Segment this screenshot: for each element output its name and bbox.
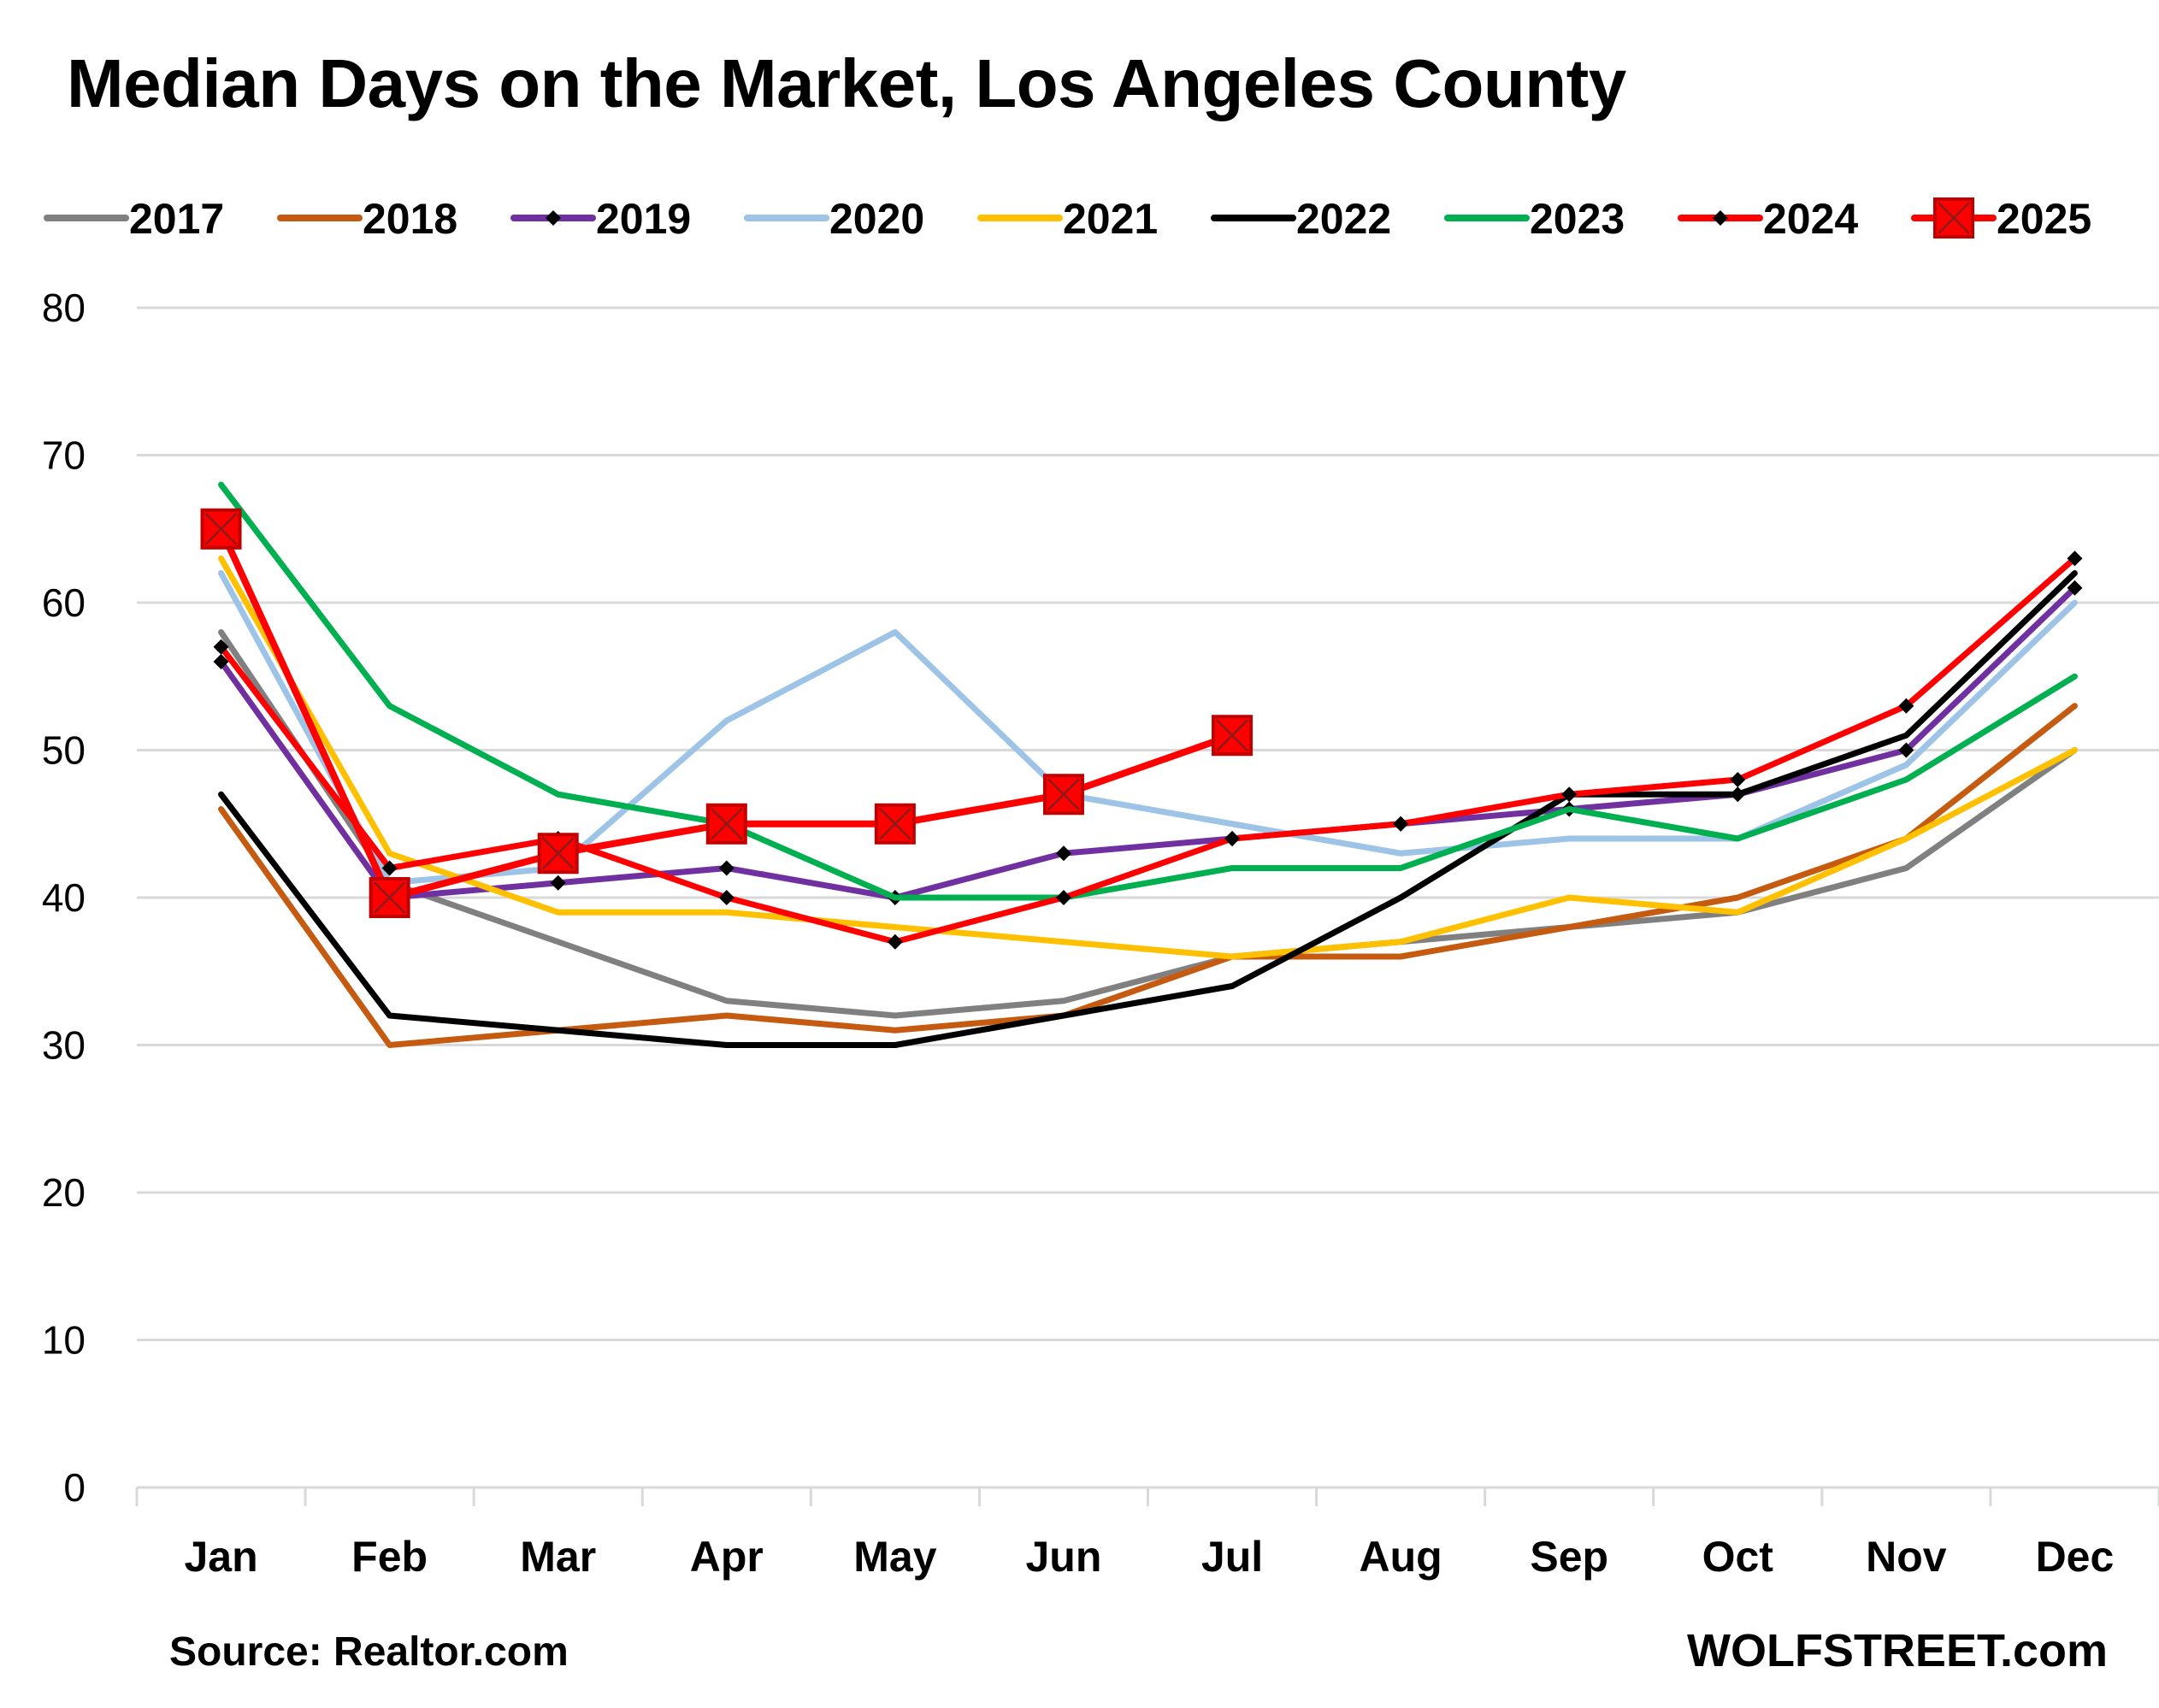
- data-point: [537, 833, 579, 875]
- x-mark: [1047, 778, 1080, 811]
- data-point: [200, 508, 242, 550]
- legend-item-2017: 2017: [44, 195, 224, 243]
- y-tick-label: 50: [42, 728, 86, 773]
- legend-item-2025: 2025: [1911, 195, 2091, 243]
- series-2025: [200, 508, 1254, 918]
- data-point: [381, 860, 398, 876]
- series-line-2022: [218, 570, 2078, 1048]
- series-2018: [218, 703, 2078, 1048]
- x-tick-label: Apr: [690, 1533, 764, 1581]
- legend: 2017 2018 2019 2020 2021 2022 2023 2024 2025: [44, 195, 2091, 243]
- data-point: [705, 803, 747, 845]
- legend-item-2022: 2022: [1211, 195, 1391, 243]
- x-tick-label: Aug: [1360, 1533, 1442, 1581]
- data-point: [369, 877, 410, 918]
- data-point: [2067, 580, 2083, 596]
- series-2019: [213, 580, 2083, 905]
- x-tick-label: Mar: [520, 1533, 596, 1581]
- series-2017: [218, 629, 2078, 1019]
- data-point: [1393, 816, 1409, 832]
- data-point: [1224, 831, 1241, 846]
- x-tick-label: Jan: [184, 1533, 257, 1581]
- data-point: [1055, 890, 1071, 905]
- x-mark: [1216, 719, 1248, 752]
- x-tick-label: May: [853, 1533, 936, 1581]
- legend-label: 2019: [596, 195, 691, 243]
- legend-item-2020: 2020: [744, 195, 924, 243]
- x-mark: [373, 881, 406, 914]
- data-point: [1212, 715, 1254, 757]
- x-mark: [204, 512, 238, 545]
- series-2020: [218, 570, 2078, 886]
- x-mark: [541, 837, 575, 870]
- legend-marker: [1713, 210, 1728, 226]
- data-point: [1055, 845, 1071, 862]
- data-point: [718, 890, 734, 905]
- y-tick-label: 80: [42, 286, 86, 330]
- y-tick-label: 0: [63, 1465, 86, 1510]
- legend-item-2018: 2018: [277, 195, 457, 243]
- data-point: [1898, 698, 1914, 714]
- y-tick-label: 30: [42, 1023, 86, 1068]
- data-point: [213, 654, 229, 669]
- data-point: [213, 639, 229, 655]
- data-point: [1042, 774, 1084, 816]
- data-point: [550, 875, 566, 891]
- y-tick-label: 20: [42, 1170, 86, 1215]
- data-point: [887, 934, 903, 950]
- legend-item-2024: 2024: [1678, 195, 1858, 243]
- data-point: [718, 860, 734, 876]
- site-credit: WOLFSTREET.com: [1686, 1625, 2108, 1676]
- legend-item-2021: 2021: [977, 195, 1158, 243]
- y-tick-label: 70: [42, 433, 86, 478]
- x-tick-label: Sep: [1530, 1533, 1608, 1581]
- x-mark: [878, 807, 911, 840]
- data-point: [1730, 772, 1746, 787]
- series-2024: [213, 551, 2083, 950]
- legend-marker: [546, 210, 561, 226]
- series-2023: [218, 481, 2078, 901]
- legend-label: 2023: [1530, 195, 1625, 243]
- x-tick-label: Jun: [1026, 1533, 1102, 1581]
- x-tick-label: Feb: [351, 1533, 428, 1581]
- x-mark: [1938, 202, 1970, 234]
- series-line-2017: [218, 629, 2078, 1019]
- legend-label: 2017: [129, 195, 224, 243]
- data-point: [1561, 786, 1578, 803]
- source-note: Source: Realtor.com: [169, 1629, 569, 1675]
- x-tick-label: Nov: [1866, 1533, 1947, 1581]
- x-tick-label: Oct: [1702, 1533, 1774, 1581]
- series-line-2024: [218, 555, 2078, 945]
- legend-label: 2018: [363, 195, 457, 243]
- gridlines: [137, 306, 2159, 1341]
- series-layer: [200, 481, 2083, 1048]
- legend-label: 2025: [1997, 195, 2091, 243]
- legend-label: 2021: [1063, 195, 1158, 243]
- legend-item-2019: 2019: [510, 195, 691, 243]
- x-mark: [710, 807, 743, 840]
- series-line-2018: [218, 703, 2078, 1048]
- chart-title: Median Days on the Market, Los Angeles C…: [67, 45, 1626, 121]
- series-2022: [218, 570, 2078, 1048]
- data-point: [1898, 742, 1914, 758]
- legend-label: 2020: [829, 195, 924, 243]
- legend-marker: [1933, 197, 1974, 239]
- axes: 0 10 20 30 40 50 60 70 80 Jan Feb Mar Apr May Jun Jul Au…: [42, 286, 2159, 1581]
- legend-item-2023: 2023: [1444, 195, 1625, 243]
- legend-label: 2022: [1296, 195, 1391, 243]
- x-tick-label: Jul: [1201, 1533, 1263, 1581]
- data-point: [2067, 551, 2083, 567]
- series-line-2023: [218, 481, 2078, 901]
- y-tick-label: 60: [42, 580, 86, 625]
- data-point: [874, 803, 916, 845]
- series-2021: [218, 555, 2078, 960]
- y-tick-label: 40: [42, 875, 86, 920]
- y-tick-label: 10: [42, 1318, 86, 1363]
- legend-label: 2024: [1763, 195, 1858, 243]
- series-line-2020: [218, 570, 2078, 886]
- x-tick-label: Dec: [2036, 1533, 2115, 1581]
- series-line-2021: [218, 555, 2078, 960]
